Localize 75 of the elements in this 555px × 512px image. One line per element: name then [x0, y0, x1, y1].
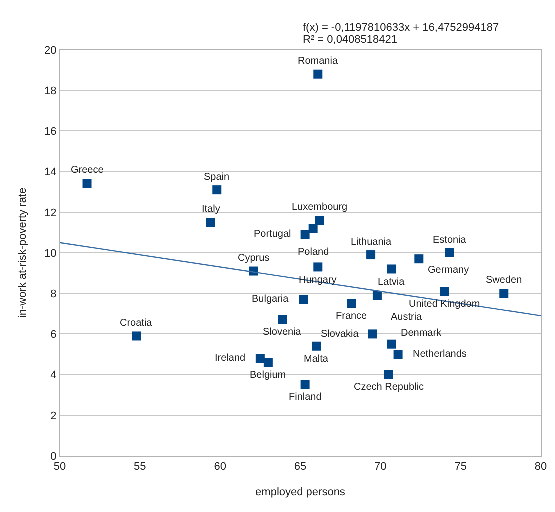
point [132, 332, 142, 341]
point [372, 291, 382, 300]
y-tick-label: 12 [44, 207, 57, 220]
x-tick-label: 70 [374, 461, 387, 474]
annotation: Luxembourg [292, 202, 348, 213]
point [368, 330, 378, 339]
annotation: Italy [202, 204, 220, 215]
point [314, 262, 323, 272]
y-tick-label: 8 [50, 288, 57, 300]
point [384, 370, 394, 380]
y-axis-title: in-work at-risk-poverty rate [17, 188, 30, 318]
annotation: Malta [304, 354, 329, 365]
x-tick-label: 55 [134, 461, 146, 474]
x-tick-label: 80 [534, 461, 548, 474]
point [264, 358, 273, 368]
y-tick-label: 4 [50, 370, 57, 382]
annotation: Portugal [254, 229, 292, 240]
point [387, 340, 396, 349]
point [387, 264, 396, 274]
annotation: Austria [391, 312, 423, 323]
annotation: Slovenia [263, 327, 302, 338]
point [315, 216, 324, 226]
annotation: Slovakia [321, 329, 360, 340]
point [206, 218, 216, 228]
annotation: Poland [298, 247, 330, 258]
annotation: Germany [428, 265, 470, 276]
y-tick-label: 18 [44, 85, 57, 98]
point [299, 295, 308, 304]
point [312, 342, 322, 351]
annotation: Spain [204, 172, 230, 183]
point [300, 230, 310, 240]
point [414, 254, 424, 264]
annotation: Romania [298, 56, 338, 67]
annotation: Latvia [378, 277, 406, 288]
y-tick-label: 2 [50, 410, 57, 422]
annotation: Sweden [486, 275, 522, 286]
x-axis-title: employed persons [256, 486, 346, 498]
text: R² = 0,0408518421 [303, 34, 398, 46]
point [314, 70, 323, 79]
annotation: Finland [289, 392, 322, 403]
annotation: Estonia [433, 235, 467, 246]
annotation: Czech Republic [354, 382, 424, 393]
point [500, 289, 509, 298]
point [278, 315, 288, 324]
y-tick-label: 14 [44, 166, 57, 179]
annotation: Bulgaria [252, 294, 290, 305]
x-tick-label: 60 [214, 461, 226, 474]
annotation: Lithuania [351, 237, 392, 248]
x-tick-label: 50 [54, 461, 66, 474]
point [212, 186, 222, 195]
annotation: France [336, 311, 368, 322]
annotation: Croatia [120, 318, 153, 329]
point [440, 287, 450, 296]
y-tick-label: 10 [44, 248, 57, 260]
y-tick-label: 20 [44, 44, 57, 57]
y-tick-label: 0 [50, 450, 57, 463]
point [445, 248, 454, 258]
annotation: Netherlands [413, 349, 467, 360]
annotation: Cyprus [238, 253, 270, 264]
point [300, 380, 310, 390]
x-tick-label: 65 [294, 461, 307, 474]
y-tick-label: 16 [44, 126, 57, 138]
point [366, 250, 376, 260]
annotation: Greece [71, 165, 104, 176]
annotation: Belgium [250, 370, 286, 381]
y-tick-label: 6 [50, 329, 57, 342]
point [256, 354, 265, 364]
point [347, 299, 356, 308]
text: f(x) = -0,1197810633x + 16,4752994187 [303, 22, 500, 34]
annotation: Denmark [401, 328, 443, 339]
annotation: Ireland [215, 353, 246, 364]
point [308, 224, 318, 234]
point [394, 350, 403, 359]
x-tick-label: 75 [454, 461, 467, 474]
point [82, 179, 92, 188]
